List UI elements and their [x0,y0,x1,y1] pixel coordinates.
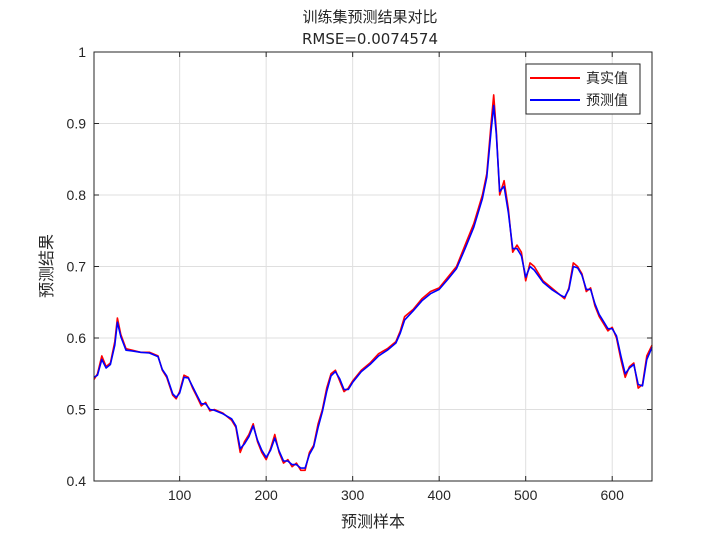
legend-label-true: 真实值 [586,71,628,87]
x-tick-label: 400 [428,487,452,503]
y-tick-label: 0.6 [67,330,87,346]
chart-title: 训练集预测结果对比 [302,8,437,26]
true-value-line [93,94,653,472]
y-axis-label: 预测结果 [37,234,56,298]
x-tick-label: 500 [514,487,538,503]
x-tick-label: 300 [341,487,365,503]
y-tick-label: 1 [78,44,86,60]
x-tick-label: 100 [168,487,192,503]
x-tick-label: 600 [601,487,625,503]
predicted-value-line [93,104,653,469]
legend-label-predicted: 预测值 [586,93,628,109]
series-group [93,94,653,472]
y-tick-label: 0.5 [67,402,87,418]
x-tick-label: 200 [254,487,278,503]
grid-lines [94,51,652,482]
y-tick-label: 0.7 [67,259,87,275]
y-tick-label: 0.8 [67,187,87,203]
ticks: 100 200 300 400 500 600 0.4 0.5 0.6 0.7 0.8 0.9 1 [67,44,652,503]
x-axis-label: 预测样本 [341,512,405,531]
legend: 真实值 预测值 [525,63,641,115]
chart-subtitle: RMSE=0.0074574 [302,30,438,48]
y-tick-label: 0.4 [67,473,87,489]
y-tick-label: 0.9 [67,116,87,132]
legend-box [525,63,641,115]
